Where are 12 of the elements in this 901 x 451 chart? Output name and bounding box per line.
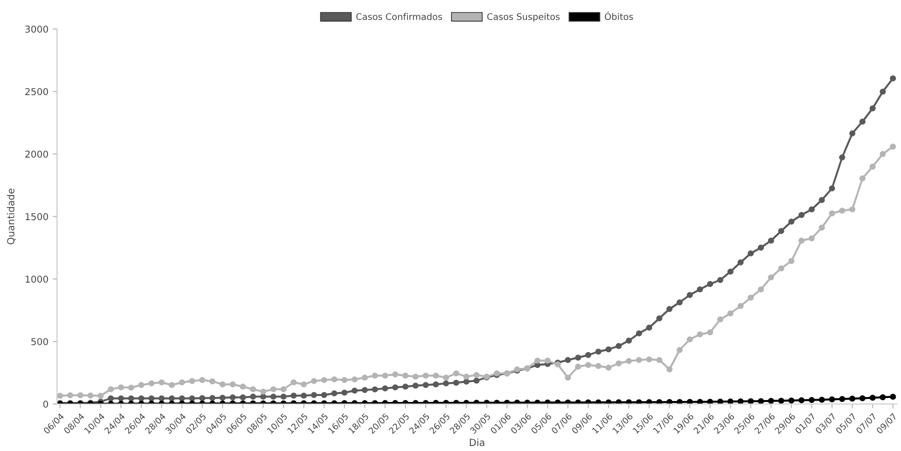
y-tick-label: 1500 — [26, 213, 48, 220]
legend-label: Casos Confirmados — [356, 13, 442, 20]
y-tick-label: 1000 — [26, 276, 48, 283]
y-tick-label: 3000 — [25, 26, 48, 33]
y-tick-label: 500 — [31, 338, 48, 346]
y-tick-label: 2500 — [25, 88, 48, 96]
y-tick-label: 0 — [43, 400, 48, 408]
y-tick-label: 2000 — [25, 150, 48, 158]
legend-label: Casos Suspeitos — [487, 13, 560, 22]
x-axis-title: Dia — [470, 438, 484, 446]
legend-label: Óbitos — [604, 12, 633, 20]
y-axis-title: Quantidade — [6, 188, 16, 244]
